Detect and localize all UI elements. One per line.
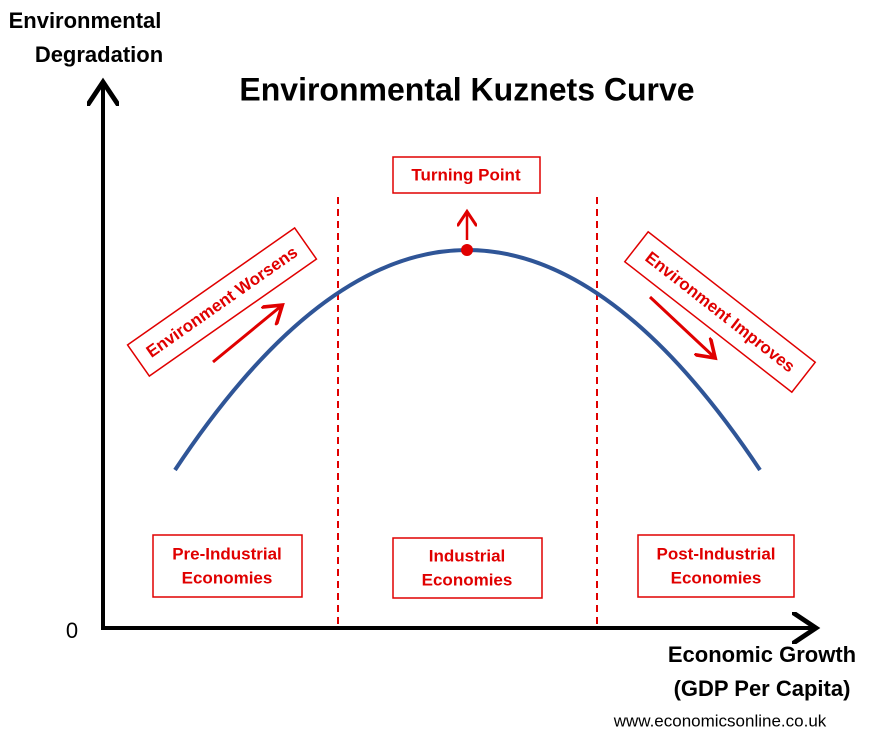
improves-group: Environment Improves [623,230,817,394]
stage-label: Economies [182,568,273,587]
stage-label: Economies [671,568,762,587]
source: www.economicsonline.co.uk [613,711,827,730]
stage-box [392,537,543,599]
x-axis-label: (GDP Per Capita) [674,676,851,701]
origin-label: 0 [66,618,78,643]
worsens-arrow [212,307,280,364]
y-axis-label: Environmental [9,8,162,33]
turning-dot [461,244,473,256]
stage-box [152,534,303,598]
improves-arrow [648,295,713,356]
annotation: Turning Point [411,165,521,184]
annotation-box [392,156,541,194]
annotation-box [623,230,817,394]
title: Environmental Kuznets Curve [239,71,694,107]
stage-label: Pre-Industrial [172,544,282,563]
stage-label: Post-Industrial [656,544,775,563]
y-axis-label: Degradation [35,42,163,67]
annotation-box [126,226,318,378]
stage-label: Industrial [429,546,506,565]
stage-box [637,534,795,598]
x-axis-label: Economic Growth [668,642,856,667]
stage-label: Economies [422,570,513,589]
